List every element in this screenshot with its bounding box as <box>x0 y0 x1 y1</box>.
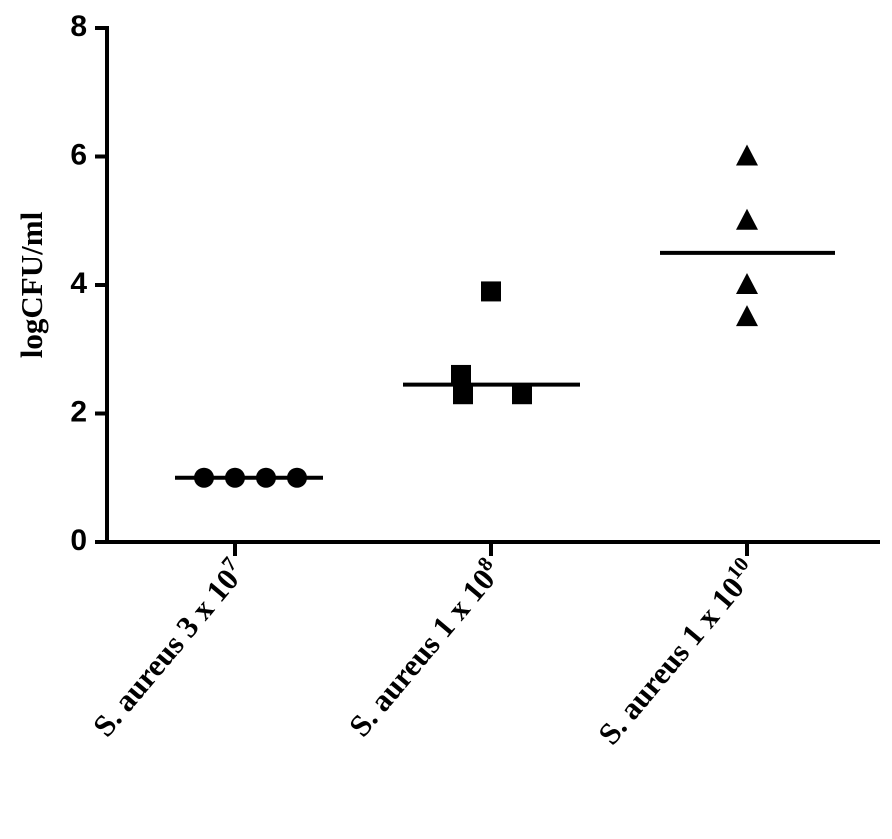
y-axis-label: logCFU/ml <box>14 211 49 358</box>
point <box>451 364 471 385</box>
point <box>453 384 473 405</box>
y-tick-label: 4 <box>70 267 87 300</box>
x-tick-label: S. aureus 3 x 107 <box>83 552 252 743</box>
point <box>736 273 758 294</box>
point <box>481 281 501 302</box>
y-tick-label: 6 <box>70 138 87 171</box>
category-text: S. aureus 1 x 10 <box>342 562 502 743</box>
point <box>736 208 758 230</box>
x-tick-label: S. aureus 1 x 108 <box>339 552 508 743</box>
point <box>736 305 758 327</box>
y-tick-label: 0 <box>70 524 87 557</box>
y-tick-label: 8 <box>70 10 87 43</box>
x-tick-label: S. aureus 1 x 1010 <box>589 552 765 751</box>
point <box>512 384 532 405</box>
point <box>736 144 758 166</box>
y-tick-label: 2 <box>70 395 87 428</box>
category-text: S. aureus 3 x 10 <box>86 562 246 743</box>
category-text: S. aureus 1 x 10 <box>591 570 751 751</box>
